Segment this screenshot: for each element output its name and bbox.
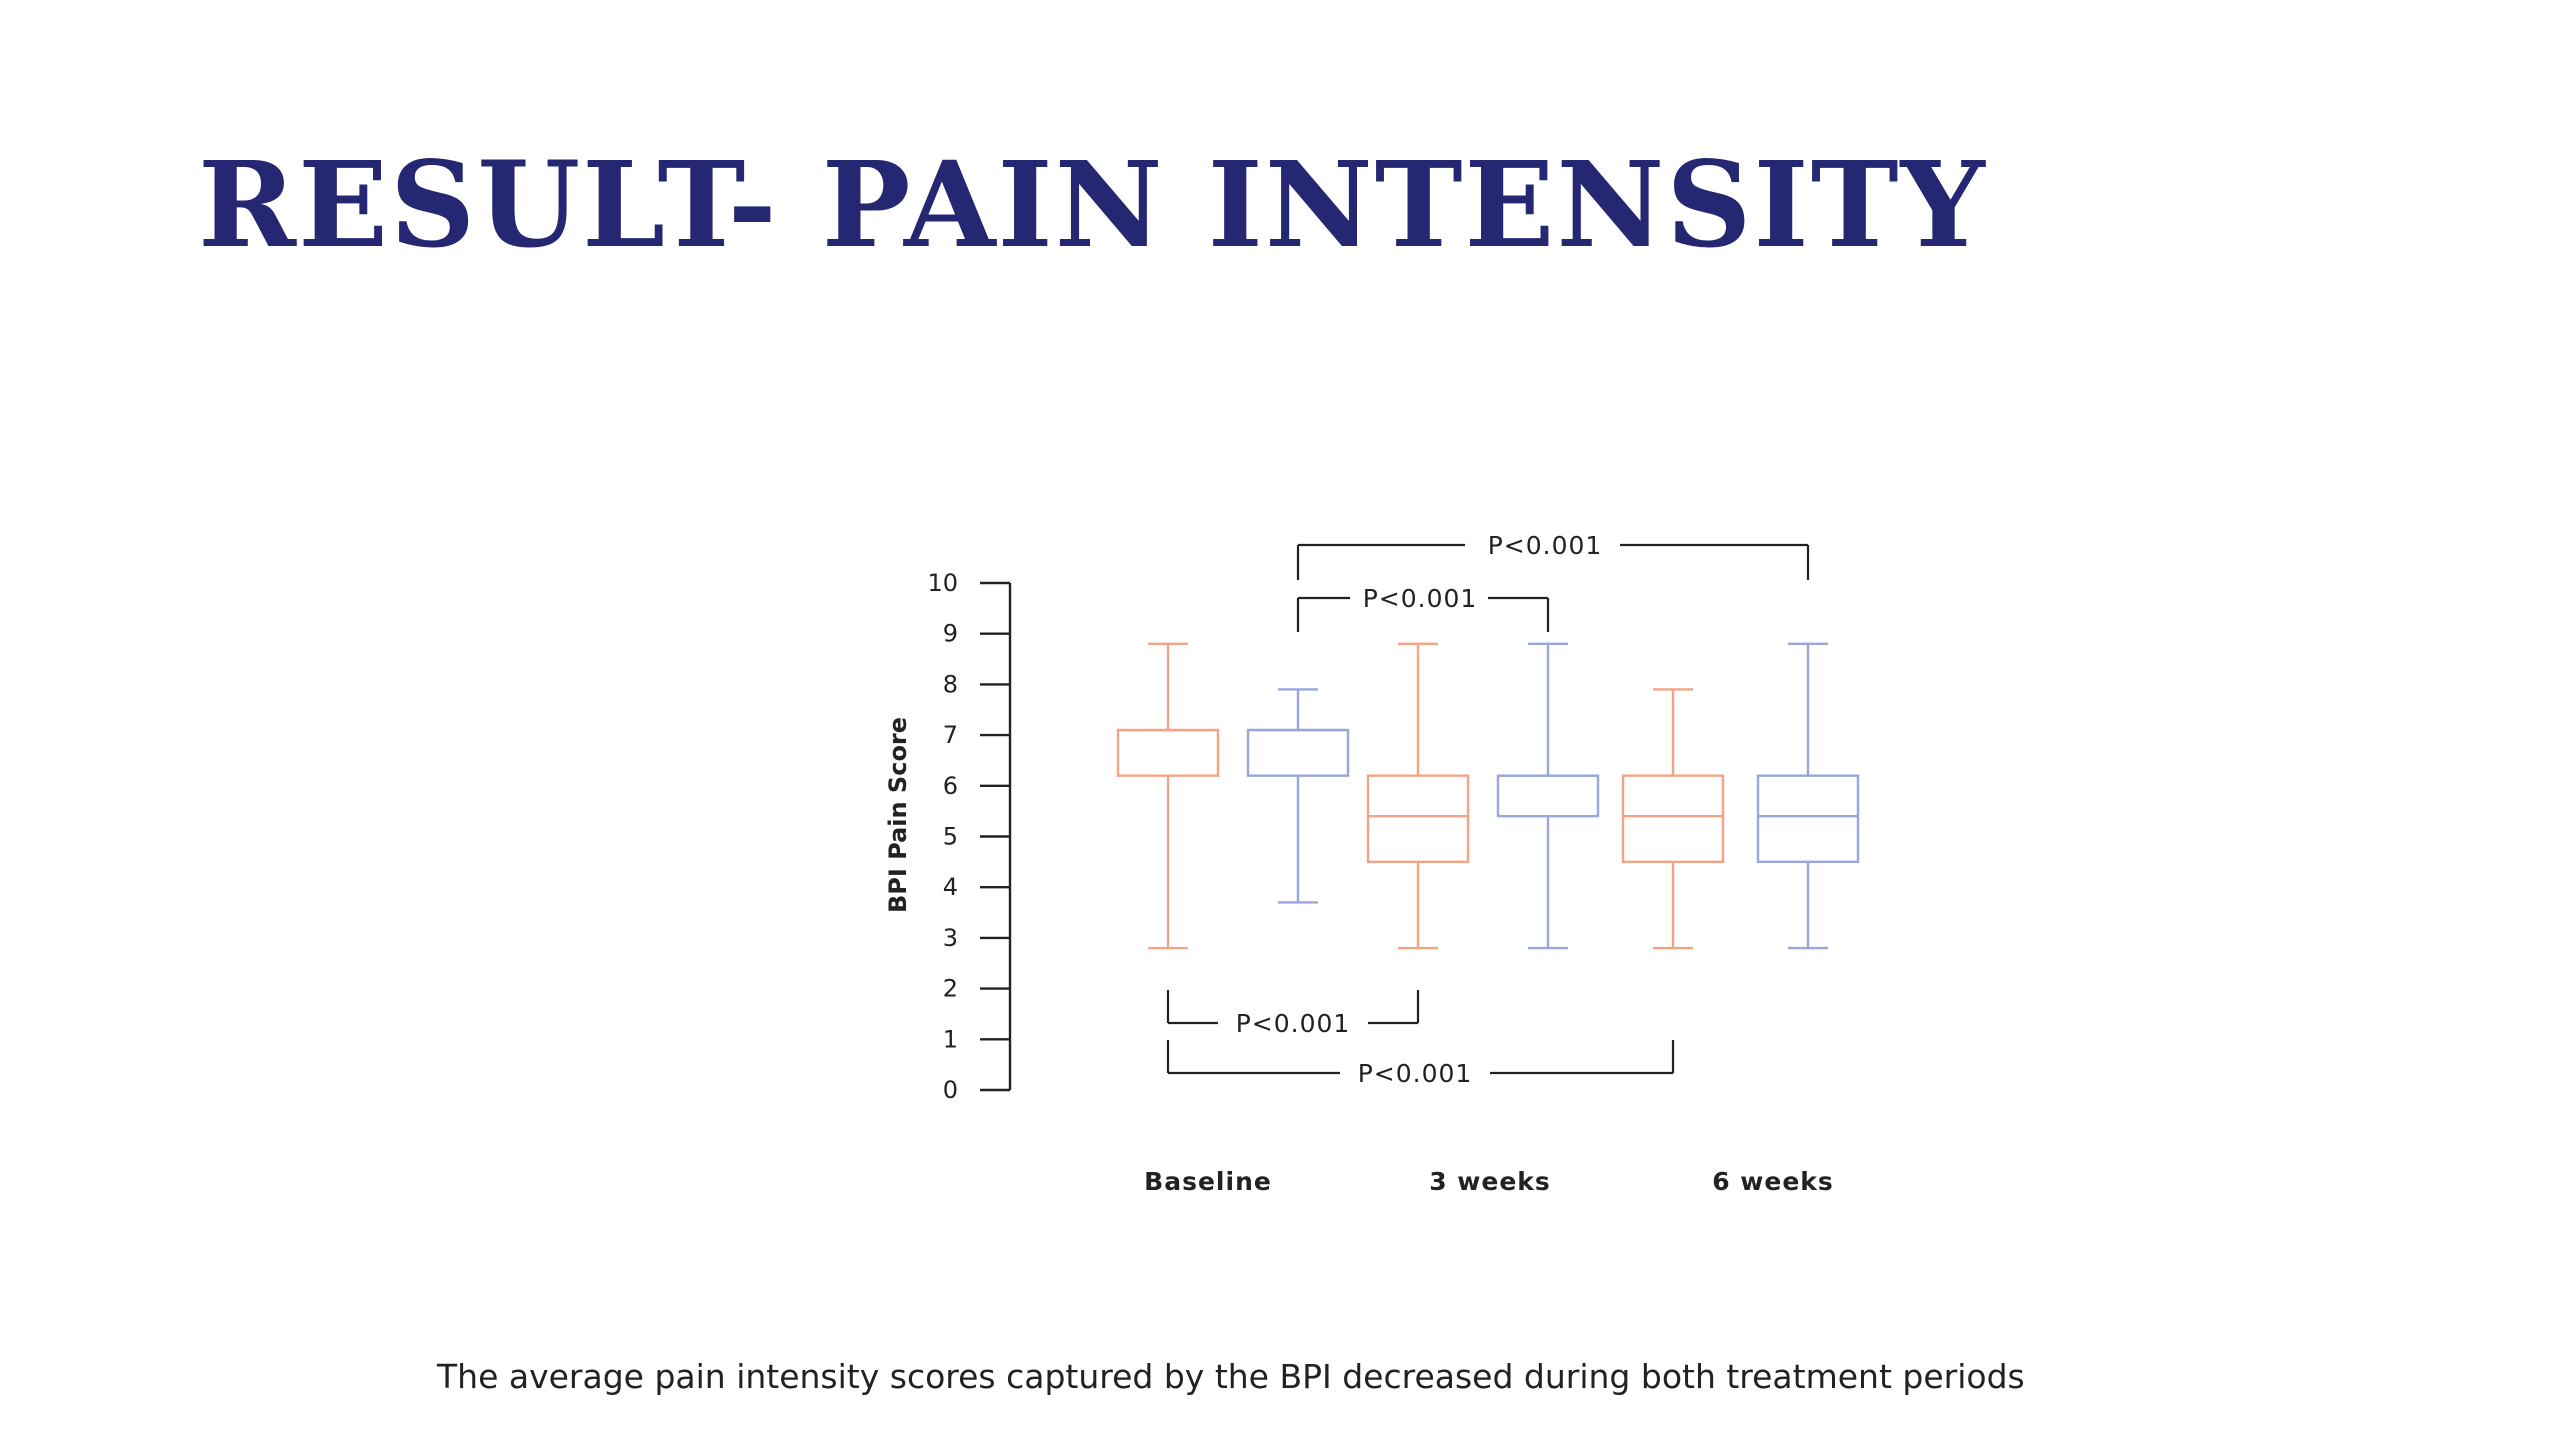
significance-label: P<0.001 [1488,531,1603,560]
box-series-a [1366,774,1470,864]
slide-caption: The average pain intensity scores captur… [437,1357,2025,1396]
box-series-a [1116,728,1220,777]
significance-label: P<0.001 [1236,1009,1351,1038]
x-group-label: Baseline [1144,1167,1272,1196]
y-tick-label: 8 [943,670,958,698]
y-tick-label: 9 [943,620,958,648]
y-tick-label: 10 [927,569,958,597]
x-group-label: 6 weeks [1712,1167,1834,1196]
y-tick-label: 5 [943,823,958,851]
y-tick-label: 0 [943,1076,958,1104]
y-tick-label: 1 [943,1025,958,1053]
significance-label: P<0.001 [1358,1059,1473,1088]
y-tick-label: 7 [943,721,958,749]
y-axis-label: BPI Pain Score [884,717,912,913]
y-tick-label: 2 [943,975,958,1003]
significance-label: P<0.001 [1363,584,1478,613]
y-tick-label: 6 [943,772,958,800]
box-series-b [1756,774,1860,864]
slide-title: RESULT- PAIN INTENSITY [198,135,1987,274]
y-tick-label: 3 [943,924,958,952]
box-series-a [1621,774,1725,864]
box-series-b [1496,774,1600,818]
x-group-label: 3 weeks [1429,1167,1551,1196]
box-series-b [1246,728,1350,777]
y-tick-label: 4 [943,873,958,901]
